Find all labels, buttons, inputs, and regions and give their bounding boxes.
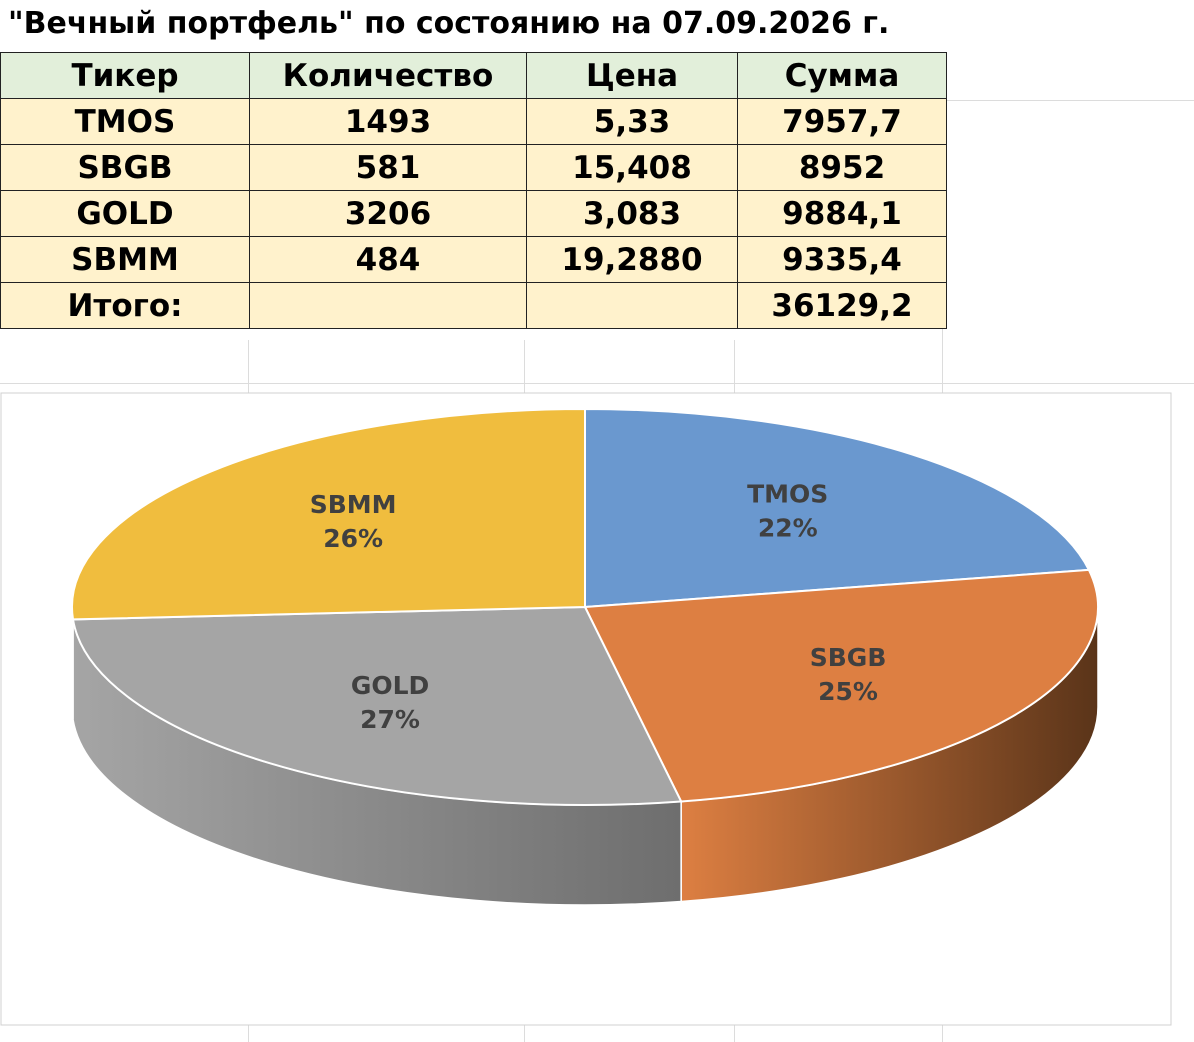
table-cell: SBMM <box>0 236 250 283</box>
slice <box>71 605 683 806</box>
slice <box>583 568 1099 803</box>
table-cell: Сумма <box>737 52 947 99</box>
table-cell: Итого: <box>0 282 250 329</box>
slice-label: TMOS <box>747 479 828 508</box>
table-row: Итого: 36129,2 <box>0 282 947 329</box>
table-cell: 581 <box>249 144 527 191</box>
table-row: GOLD 3206 3,083 9884,1 <box>0 190 947 237</box>
table-cell: Тикер <box>0 52 250 99</box>
table-cell: 7957,7 <box>737 98 947 145</box>
table-row: Тикер Количество Цена Сумма <box>0 52 947 99</box>
table-cell: SBGB <box>0 144 250 191</box>
slice <box>584 407 1091 609</box>
table-cell <box>249 282 527 329</box>
slice-value-label: 27% <box>360 705 420 734</box>
slice-value-label: 25% <box>818 677 878 706</box>
table: Тикер Количество Цена Сумма TMOS 1493 5,33 7957… <box>0 52 947 329</box>
slice-label: SBMM <box>310 490 397 519</box>
table-row: SBMM 484 19,2880 9335,4 <box>0 236 947 283</box>
table-cell: 3206 <box>249 190 527 237</box>
sheet-title: "Вечный портфель" по состоянию на 07.09.… <box>8 6 890 41</box>
table-row: SBGB 581 15,408 8952 <box>0 144 947 191</box>
slice-label: GOLD <box>351 671 429 700</box>
slice-label: SBGB <box>810 643 887 672</box>
table-cell: 15,408 <box>526 144 738 191</box>
grid-line <box>942 100 1194 101</box>
table-cell: GOLD <box>0 190 250 237</box>
table-cell: Количество <box>249 52 527 99</box>
table-cell: 19,2880 <box>526 236 738 283</box>
table-cell: 36129,2 <box>737 282 947 329</box>
table-cell <box>526 282 738 329</box>
table-cell: 9884,1 <box>737 190 947 237</box>
grid-line <box>0 383 1194 384</box>
table-row: TMOS 1493 5,33 7957,7 <box>0 98 947 145</box>
table-cell: 5,33 <box>526 98 738 145</box>
table-cell: 484 <box>249 236 527 283</box>
table-cell: 3,083 <box>526 190 738 237</box>
table-cell: TMOS <box>0 98 250 145</box>
slice <box>71 407 586 621</box>
slice-value-label: 22% <box>758 513 818 542</box>
table-cell: Цена <box>526 52 738 99</box>
slice-value-label: 26% <box>323 524 383 553</box>
